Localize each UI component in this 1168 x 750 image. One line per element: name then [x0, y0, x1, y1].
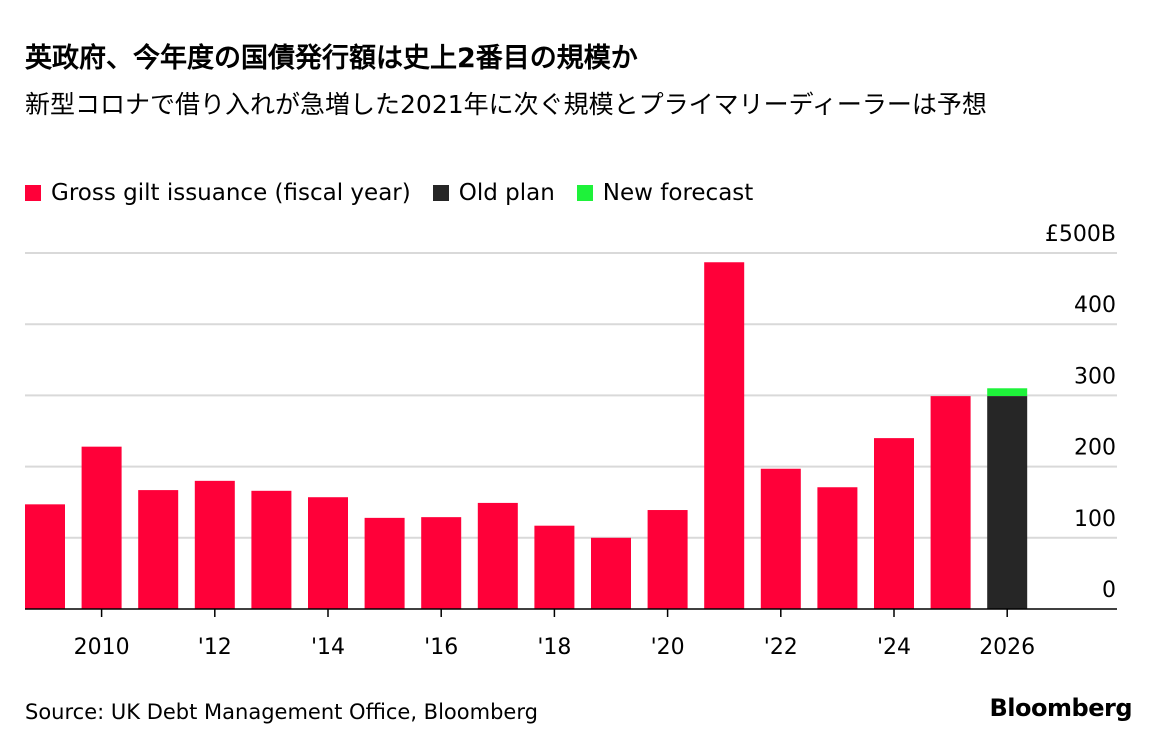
x-tick-label: '14	[311, 635, 345, 660]
bar-old-plan-2026	[987, 396, 1028, 609]
legend-label: Gross gilt issuance (fiscal year)	[51, 180, 411, 206]
legend-swatch-new-forecast	[576, 185, 593, 201]
legend-item-new-forecast: New forecast	[576, 180, 754, 206]
bar-issuance-2011	[138, 490, 179, 609]
bloomberg-logo: Bloomberg	[989, 694, 1133, 722]
chart-title: 英政府、今年度の国債発行額は史上2番目の規模か	[25, 43, 638, 74]
y-tick-label: 200	[1074, 436, 1116, 461]
bar-issuance-2014	[308, 497, 348, 609]
bar-issuance-2019	[591, 537, 631, 609]
bar-issuance-2018	[534, 525, 575, 609]
source-note: Source: UK Debt Management Office, Bloom…	[25, 700, 538, 724]
legend: Gross gilt issuance (fiscal year) Old pl…	[25, 180, 753, 206]
y-tick-label: 400	[1074, 293, 1116, 318]
bar-issuance-2020	[647, 510, 688, 609]
x-tick-label: 2010	[74, 635, 130, 660]
chart-subtitle: 新型コロナで借り入れが急増した2021年に次ぐ規模とプライマリーディーラーは予想	[25, 90, 987, 119]
bar-issuance-2012	[194, 480, 235, 609]
bar-issuance-2009	[25, 504, 65, 609]
x-tick-label: '24	[877, 635, 911, 660]
x-tick-label: '18	[537, 635, 571, 660]
bar-issuance-2025	[930, 396, 971, 609]
x-tick-label: '20	[651, 635, 685, 660]
legend-label: Old plan	[458, 180, 555, 206]
x-tick-label: '16	[424, 635, 458, 660]
bar-issuance-2010	[81, 446, 122, 609]
y-tick-label: 300	[1074, 364, 1116, 389]
legend-item-old-plan: Old plan	[432, 180, 555, 206]
legend-swatch-old-plan	[432, 185, 449, 201]
y-tick-label: 0	[1102, 578, 1116, 603]
bar-issuance-2015	[364, 517, 405, 609]
legend-swatch-issuance	[25, 185, 41, 201]
bar-issuance-2022	[760, 468, 801, 609]
bar-new-forecast-2026	[987, 388, 1028, 397]
y-tick-label: 100	[1074, 507, 1116, 532]
legend-label: New forecast	[602, 180, 754, 206]
bar-issuance-2017	[477, 502, 518, 609]
x-tick-label: '12	[198, 635, 232, 660]
bar-issuance-2023	[817, 487, 858, 609]
x-tick-label: 2026	[979, 635, 1035, 660]
legend-item-issuance: Gross gilt issuance (fiscal year)	[25, 180, 411, 206]
y-tick-label: £500B	[1045, 222, 1116, 247]
bar-issuance-2016	[421, 517, 462, 609]
x-tick-label: '22	[764, 635, 798, 660]
bar-chart: 0 100 200 300 400 £500B 2010 '12 '14 '16 '18 '20 '22…	[25, 222, 1117, 660]
bar-issuance-2013	[251, 490, 292, 609]
bar-issuance-2024	[874, 438, 914, 609]
bar-issuance-2021	[704, 262, 745, 609]
